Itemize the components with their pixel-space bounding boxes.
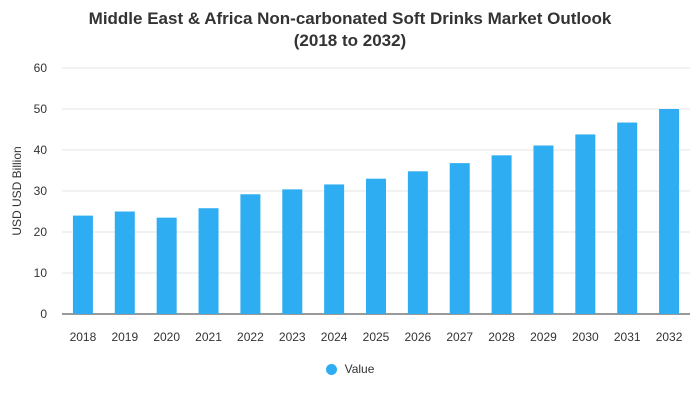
y-tick-label: 20 [34, 225, 48, 239]
x-tick-label: 2019 [111, 330, 138, 344]
x-tick-label: 2027 [446, 330, 473, 344]
chart-title: Middle East & Africa Non-carbonated Soft… [0, 8, 700, 52]
x-tick-label: 2026 [405, 330, 432, 344]
x-tick-label: 2022 [237, 330, 264, 344]
x-tick-label: 2023 [279, 330, 306, 344]
x-tick-label: 2028 [488, 330, 515, 344]
legend-swatch [325, 363, 337, 375]
x-axis-ticks: 2018 2019 2020 2021 2022 2023 2024 2025 2026 2027… [70, 330, 683, 344]
x-tick-label: 2025 [363, 330, 390, 344]
y-axis-ticks: 0 10 20 30 40 50 60 [34, 61, 48, 321]
bar-2032 [659, 109, 680, 314]
chart-title-line-1: Middle East & Africa Non-carbonated Soft… [88, 9, 612, 28]
bar-2022 [240, 194, 261, 314]
legend-label: Value [344, 362, 375, 376]
x-tick-label: 2031 [614, 330, 641, 344]
y-axis-title: USD USD Billion [10, 146, 24, 235]
y-tick-label: 50 [34, 102, 48, 116]
y-tick-label: 0 [40, 307, 47, 321]
x-tick-label: 2021 [195, 330, 222, 344]
bar-2021 [198, 208, 219, 314]
chart-title-line-2: (2018 to 2032) [293, 31, 407, 50]
bar-2028 [491, 155, 512, 314]
y-tick-label: 10 [34, 266, 48, 280]
x-tick-label: 2024 [321, 330, 348, 344]
bar-2031 [617, 122, 638, 314]
bar-2023 [282, 189, 303, 314]
bar-2018 [72, 215, 93, 314]
x-tick-label: 2032 [656, 330, 683, 344]
x-tick-label: 2030 [572, 330, 599, 344]
x-tick-label: 2020 [153, 330, 180, 344]
bar-2025 [366, 178, 386, 314]
bars [72, 109, 680, 314]
bar-2019 [114, 211, 135, 314]
legend: Value [0, 362, 700, 376]
x-tick-label: 2018 [70, 330, 97, 344]
bar-2030 [575, 134, 596, 314]
y-tick-label: 60 [34, 61, 48, 75]
bar-2026 [407, 171, 428, 314]
bar-2027 [449, 163, 470, 314]
bar-2029 [533, 145, 554, 314]
y-tick-label: 40 [34, 143, 48, 157]
bar-2024 [324, 184, 345, 314]
y-tick-label: 30 [34, 184, 48, 198]
x-tick-label: 2029 [530, 330, 557, 344]
bar-2020 [156, 217, 177, 314]
